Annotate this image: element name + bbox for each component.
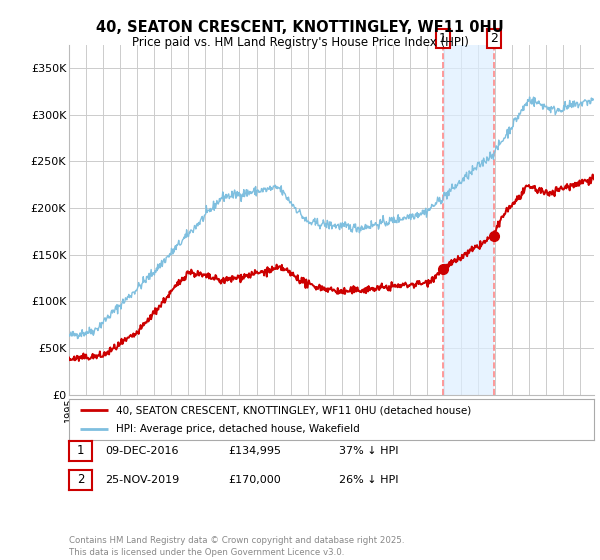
Text: HPI: Average price, detached house, Wakefield: HPI: Average price, detached house, Wake… (116, 424, 360, 433)
Text: Price paid vs. HM Land Registry's House Price Index (HPI): Price paid vs. HM Land Registry's House … (131, 36, 469, 49)
Text: £134,995: £134,995 (228, 446, 281, 456)
Text: 1: 1 (439, 32, 447, 45)
Text: £170,000: £170,000 (228, 475, 281, 485)
Text: 1: 1 (77, 444, 84, 458)
Text: 09-DEC-2016: 09-DEC-2016 (105, 446, 179, 456)
Text: 37% ↓ HPI: 37% ↓ HPI (339, 446, 398, 456)
Bar (443, 45, 494, 395)
Text: 25-NOV-2019: 25-NOV-2019 (105, 475, 179, 485)
Text: 2: 2 (490, 32, 497, 45)
Text: Contains HM Land Registry data © Crown copyright and database right 2025.
This d: Contains HM Land Registry data © Crown c… (69, 536, 404, 557)
Text: 40, SEATON CRESCENT, KNOTTINGLEY, WF11 0HU (detached house): 40, SEATON CRESCENT, KNOTTINGLEY, WF11 0… (116, 405, 472, 415)
Text: 2: 2 (77, 473, 84, 487)
Text: 40, SEATON CRESCENT, KNOTTINGLEY, WF11 0HU: 40, SEATON CRESCENT, KNOTTINGLEY, WF11 0… (96, 20, 504, 35)
Text: 26% ↓ HPI: 26% ↓ HPI (339, 475, 398, 485)
